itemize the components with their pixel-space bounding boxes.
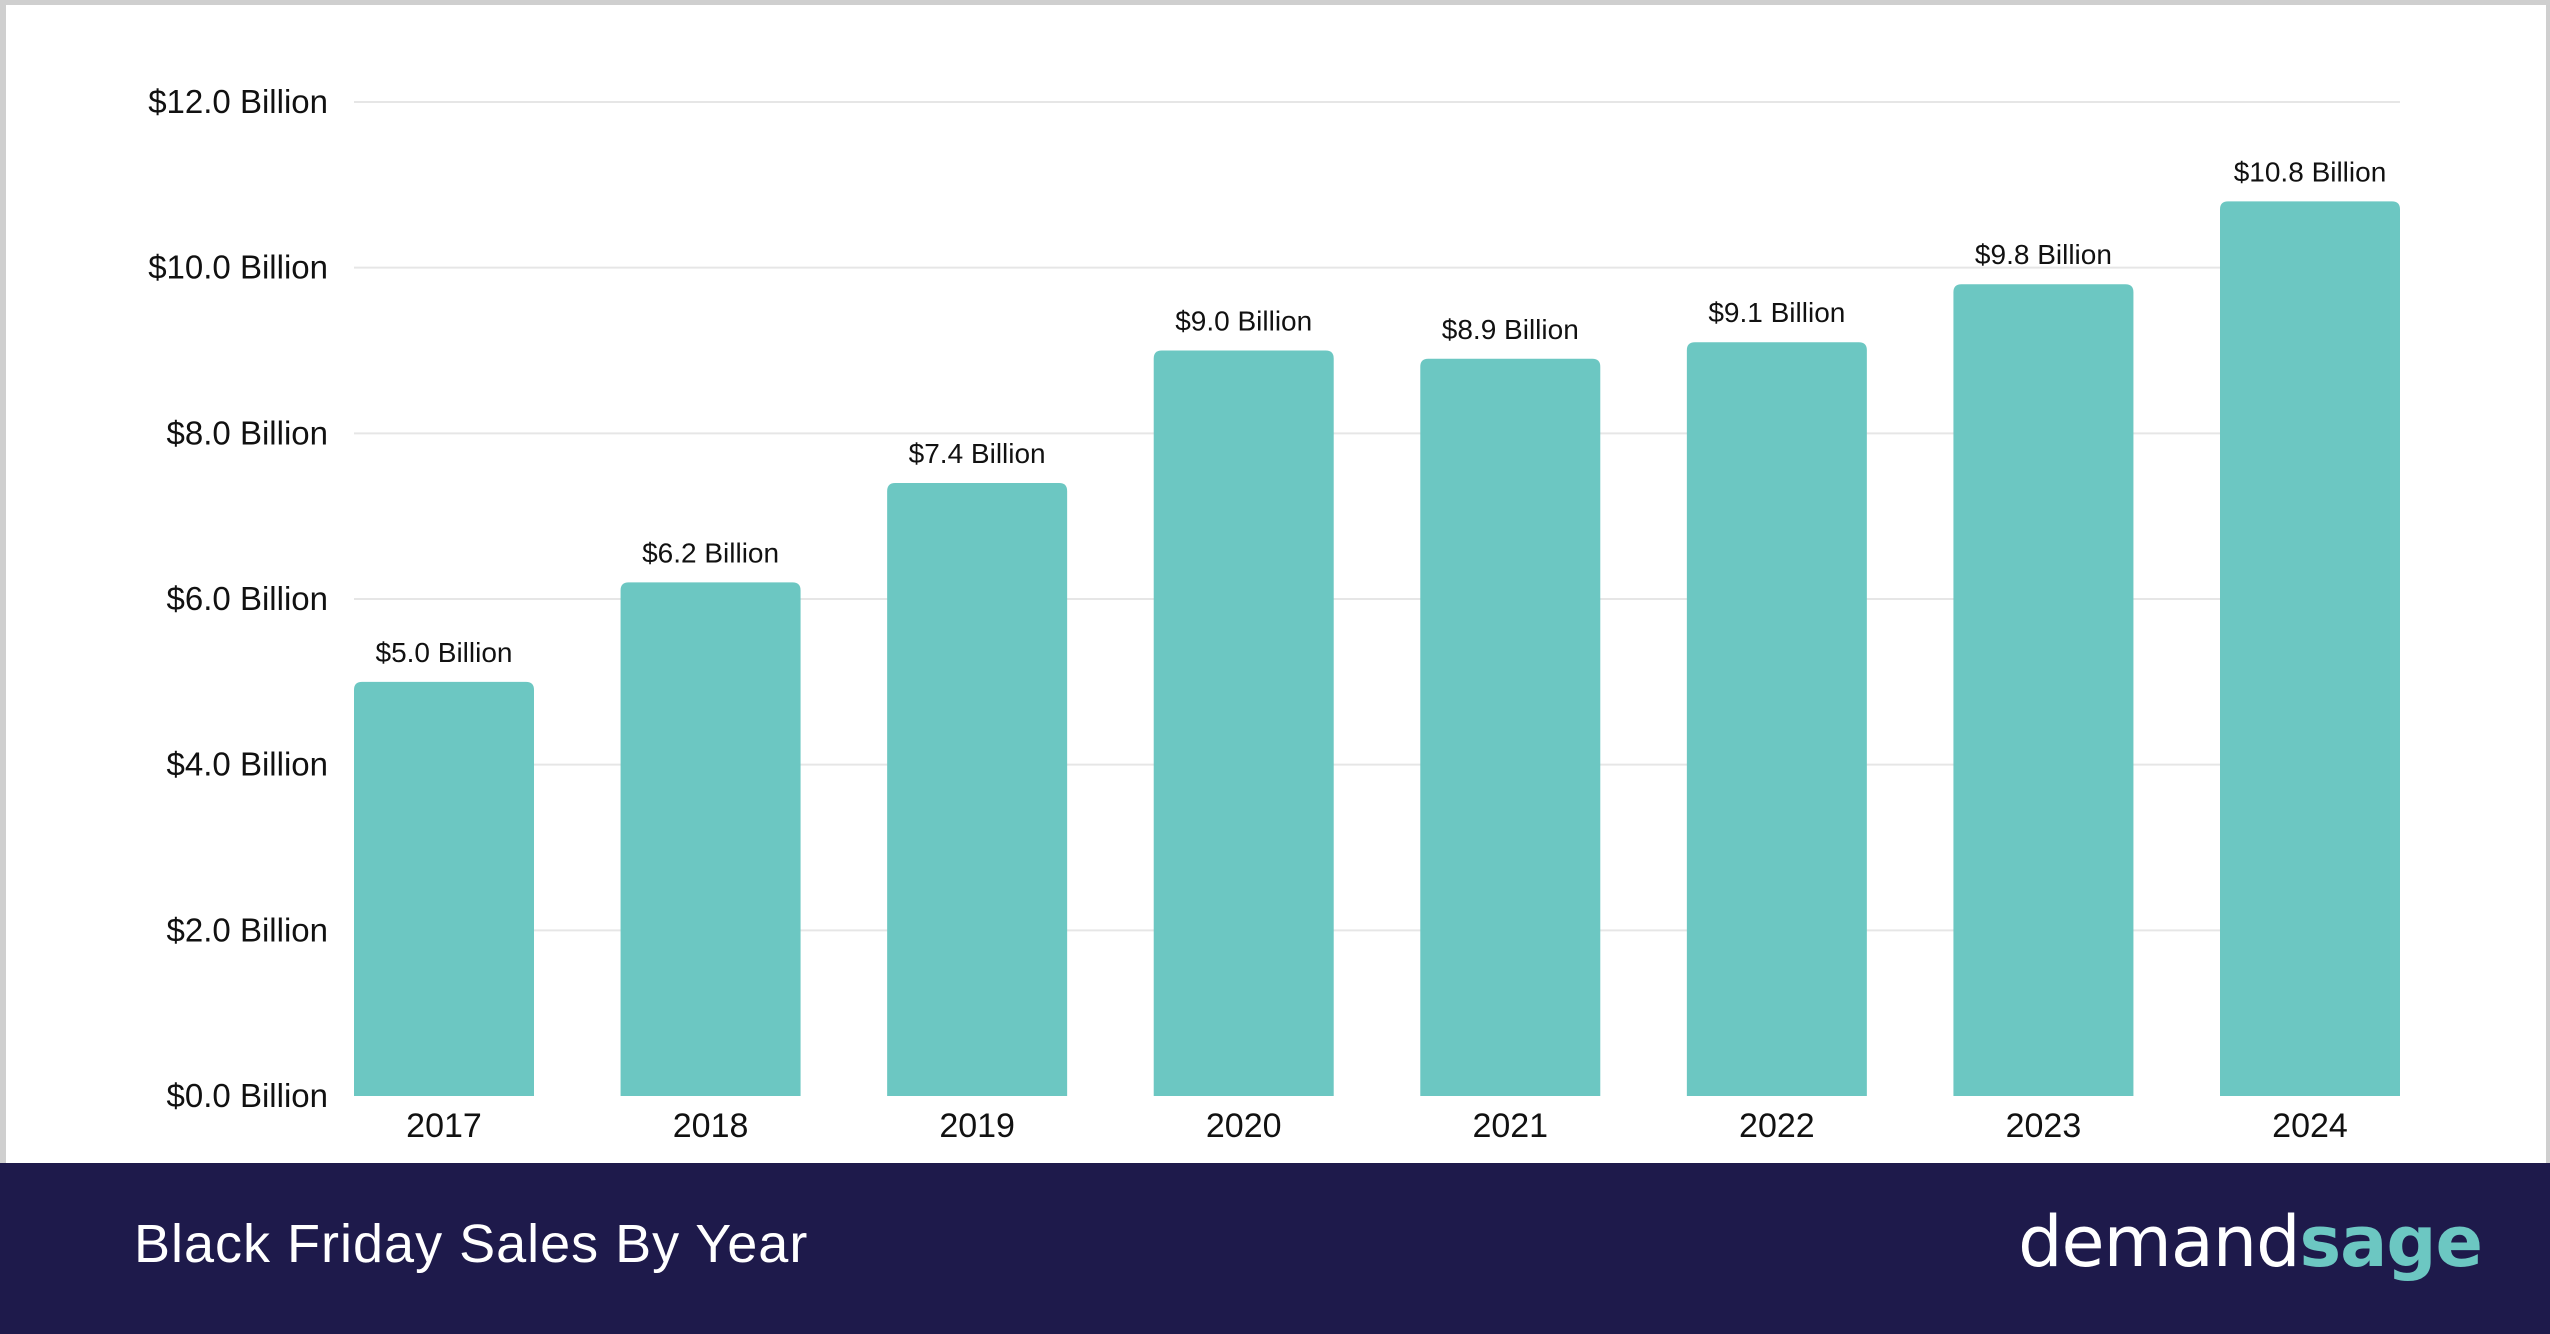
y-tick-label: $8.0 Billion	[167, 414, 328, 451]
y-tick-label: $2.0 Billion	[167, 911, 328, 948]
x-tick-label: 2020	[1206, 1107, 1282, 1145]
x-tick-label: 2017	[406, 1107, 482, 1145]
y-tick-label: $4.0 Billion	[167, 746, 328, 783]
bar	[2220, 201, 2400, 1096]
bar	[354, 681, 534, 1096]
chart-frame	[0, 0, 2550, 1163]
x-tick-label: 2023	[2006, 1107, 2082, 1145]
x-tick-label: 2022	[1739, 1107, 1815, 1145]
demandsage-logo: demandsage	[2018, 1201, 2483, 1283]
data-label: $9.0 Billion	[1175, 306, 1312, 337]
data-label: $5.0 Billion	[376, 637, 513, 668]
data-label: $10.8 Billion	[2234, 156, 2387, 187]
bar	[1953, 284, 2134, 1096]
footer-banner: Black Friday Sales By Year demandsage	[0, 1163, 2550, 1334]
bar	[1686, 342, 1867, 1096]
y-tick-label: $0.0 Billion	[167, 1077, 328, 1114]
bar	[1420, 358, 1601, 1096]
data-label: $8.9 Billion	[1442, 314, 1579, 345]
data-label: $9.1 Billion	[1708, 297, 1845, 328]
bar	[887, 483, 1068, 1096]
bar	[620, 582, 801, 1096]
chart-title: Black Friday Sales By Year	[134, 1214, 809, 1274]
x-tick-label: 2024	[2272, 1107, 2348, 1145]
x-tick-label: 2019	[939, 1107, 1015, 1145]
y-tick-label: $6.0 Billion	[167, 580, 328, 617]
data-label: $6.2 Billion	[642, 537, 779, 568]
x-tick-label: 2018	[673, 1107, 749, 1145]
bar	[1153, 350, 1334, 1096]
data-label: $7.4 Billion	[909, 438, 1046, 469]
logo-sage: sage	[2299, 1201, 2483, 1283]
data-label: $9.8 Billion	[1975, 239, 2112, 270]
y-tick-label: $10.0 Billion	[148, 249, 328, 286]
y-tick-label: $12.0 Billion	[148, 83, 328, 120]
logo-demand: demand	[2018, 1201, 2300, 1283]
bar-chart: $0.0 Billion $2.0 Billion $4.0 Billion $6.0…	[148, 83, 2400, 1145]
x-tick-label: 2021	[1472, 1107, 1548, 1145]
